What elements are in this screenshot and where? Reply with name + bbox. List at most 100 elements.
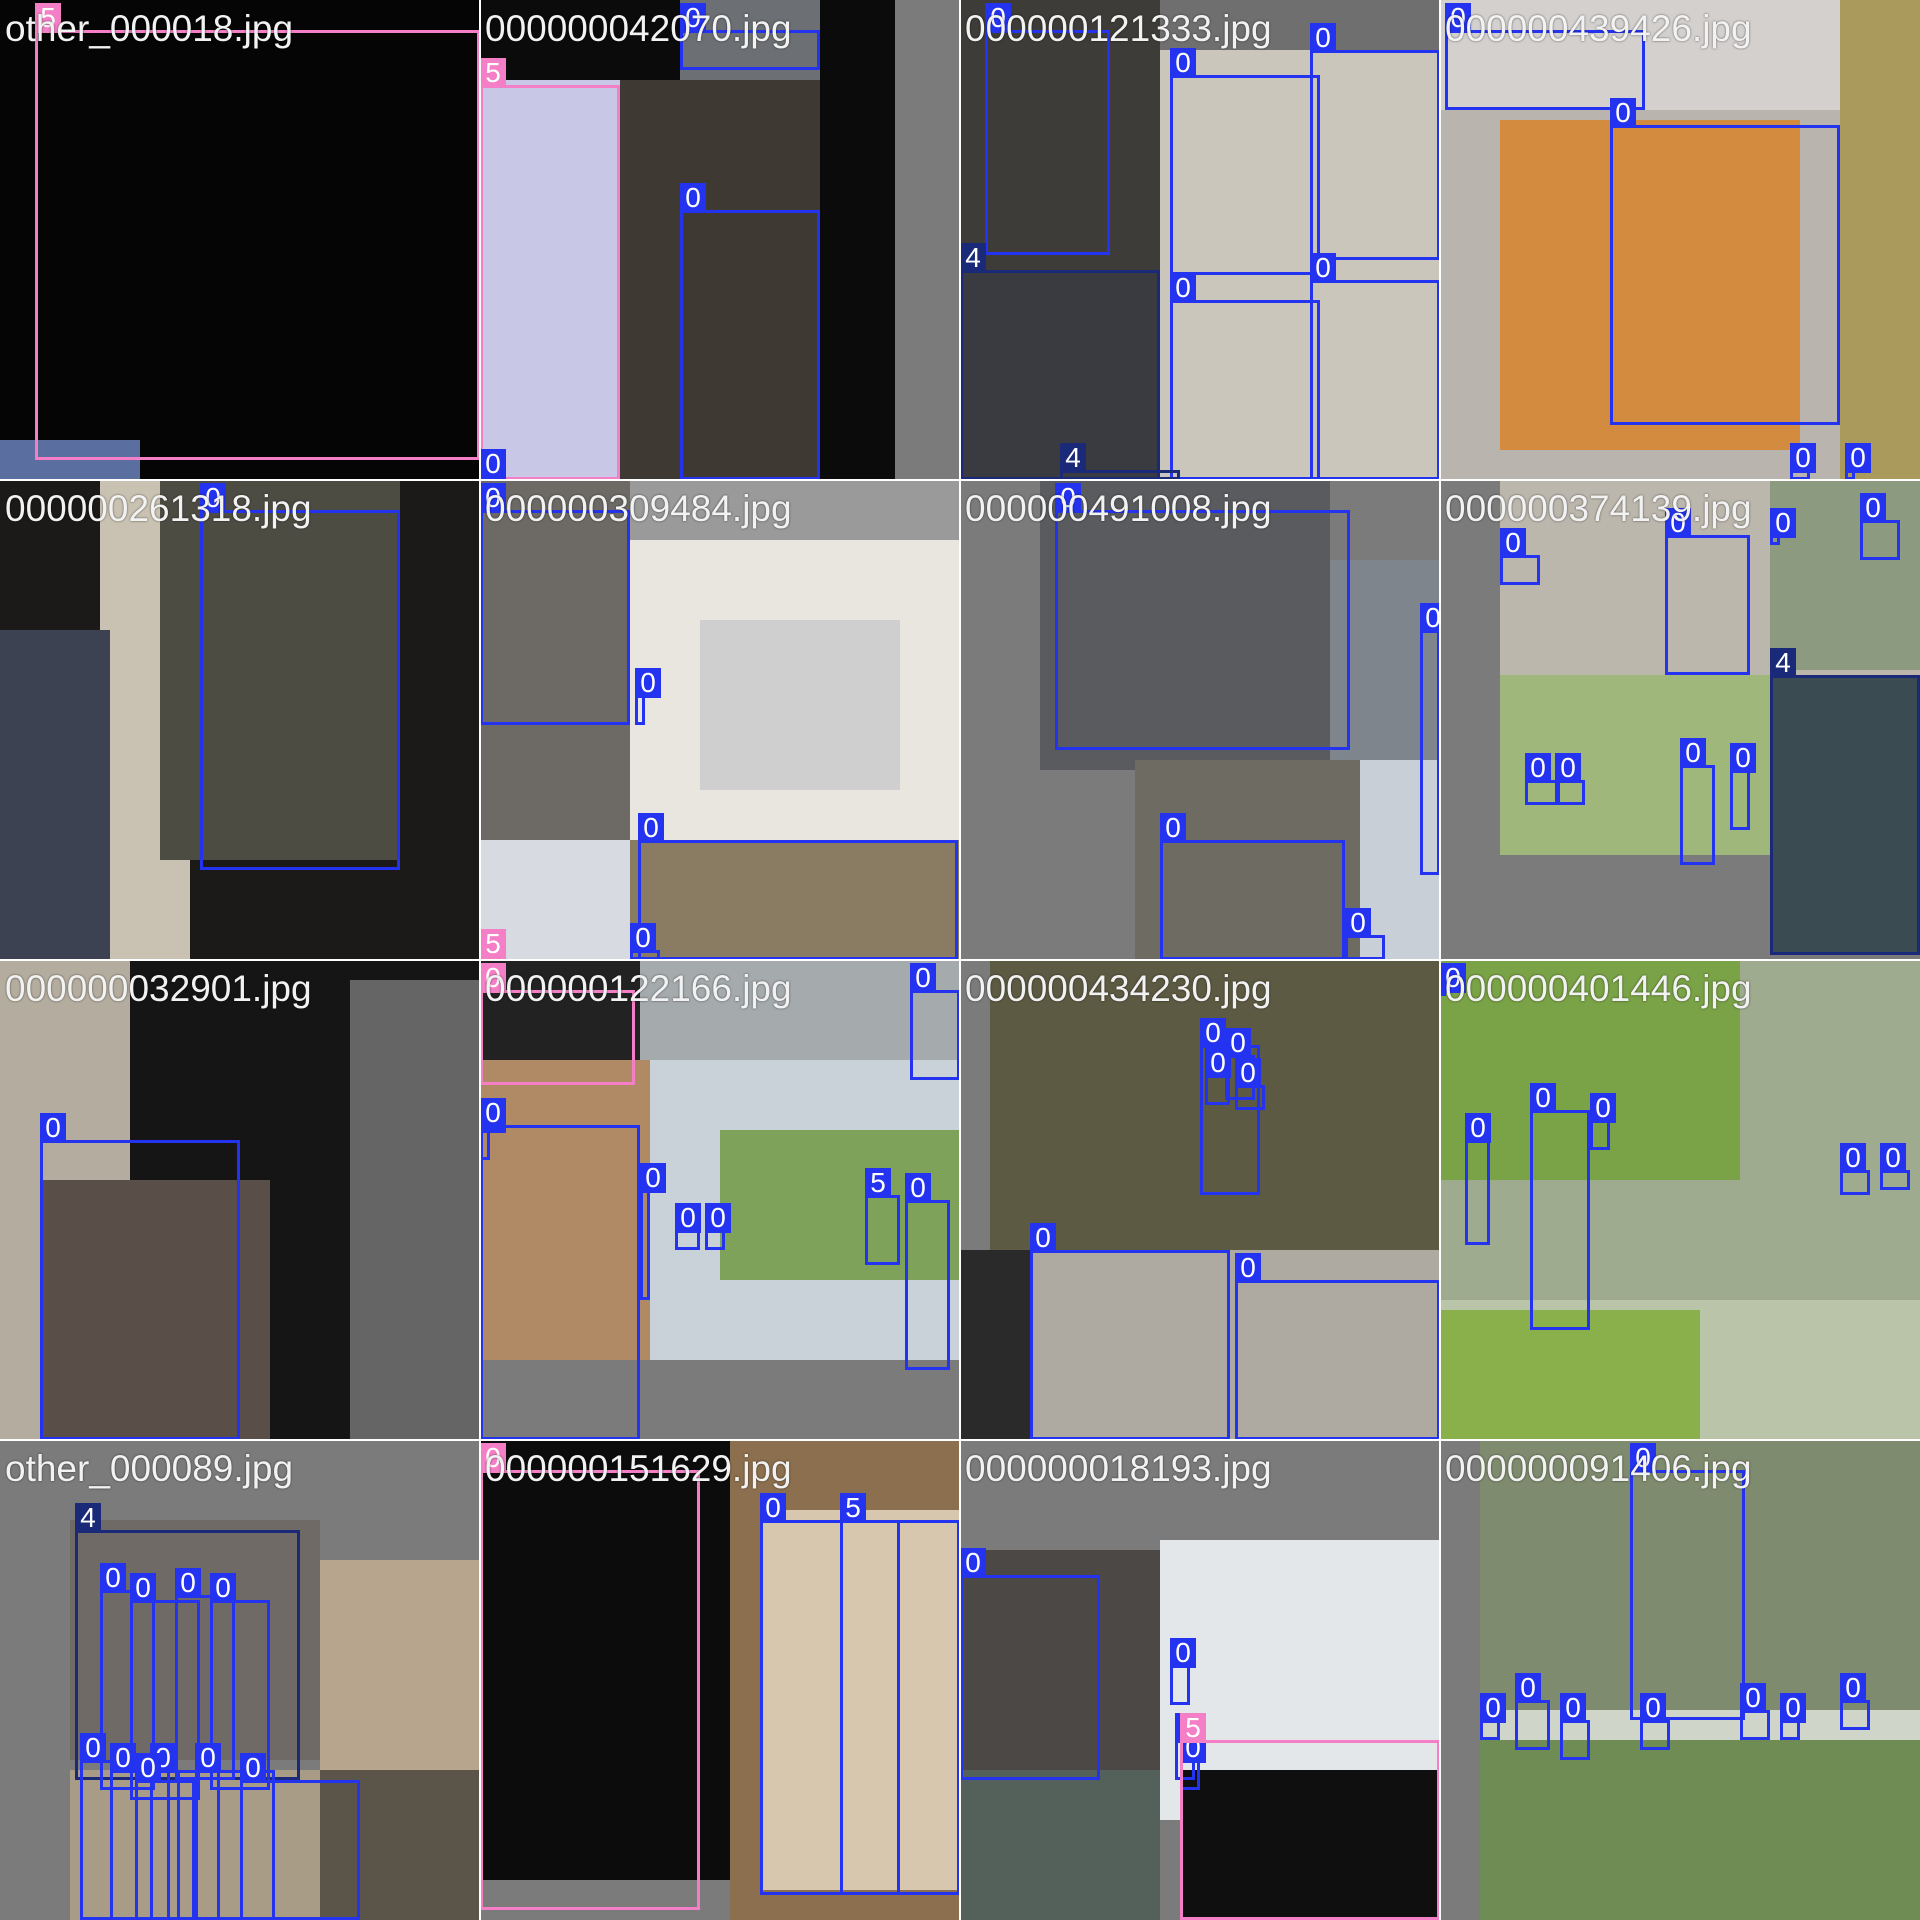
class-label: 0 [1525, 753, 1551, 783]
image-region [990, 960, 1440, 1250]
mosaic-tile: other_000018.jpg 5 [0, 0, 480, 480]
class-label: 0 [760, 1493, 786, 1523]
class-label: 0 [680, 183, 706, 213]
bounding-box: 0 [985, 3, 1110, 255]
class-label: 0 [985, 3, 1011, 33]
class-label: 0 [480, 483, 506, 513]
image-region [480, 80, 620, 480]
class-label: 0 [240, 1753, 266, 1783]
class-label: 0 [1205, 1048, 1231, 1078]
class-label: 0 [630, 923, 656, 953]
image-region [0, 0, 480, 480]
bounding-box: 4 [1770, 648, 1920, 955]
image-region [480, 960, 640, 1060]
bounding-box: 0 [1680, 738, 1715, 865]
class-label: 0 [1055, 483, 1081, 513]
class-label: 0 [675, 1203, 701, 1233]
class-label: 0 [1560, 1693, 1586, 1723]
bounding-box: 0 [1310, 253, 1440, 480]
bounding-box: 0 [1780, 1693, 1806, 1740]
bounding-box: 0 [100, 1563, 155, 1790]
bounding-box: 5 [480, 929, 506, 960]
mosaic-tile: 000000151629.jpg 0 0 5 [480, 1440, 960, 1920]
bounding-box: 0 [1845, 443, 1871, 480]
class-label: 0 [1235, 1058, 1261, 1088]
bounding-box: 5 [1180, 1713, 1440, 1920]
bounding-box: 0 [240, 1753, 360, 1920]
class-label: 0 [480, 449, 506, 479]
class-label: 0 [480, 1098, 506, 1128]
class-label: 0 [638, 813, 664, 843]
bounding-box: 0 [195, 1743, 275, 1920]
class-label: 0 [1880, 1143, 1906, 1173]
bounding-box: 0 [1665, 508, 1750, 675]
class-label: 0 [80, 1733, 106, 1763]
class-label: 0 [910, 963, 936, 993]
bounding-box: 0 [1170, 48, 1320, 275]
class-label: 0 [1590, 1093, 1616, 1123]
class-label: 5 [840, 1493, 866, 1523]
class-label: 0 [210, 1573, 236, 1603]
mosaic-tile: 000000261318.jpg 0 [0, 480, 480, 960]
mosaic-tile: 000000091406.jpg 0 0 0 0 0 0 0 0 [1440, 1440, 1920, 1920]
bounding-box: 0 [1440, 963, 1466, 996]
image-region [620, 80, 820, 480]
bounding-box: 0 [1555, 753, 1585, 805]
tile-filename: 000000491008.jpg [965, 488, 1272, 529]
image-region [320, 1560, 480, 1780]
image-region [960, 1250, 1030, 1440]
image-region [0, 630, 110, 960]
mosaic-tile: 000000121333.jpg 0 0 0 0 0 4 4 [960, 0, 1440, 480]
image-region [700, 620, 900, 790]
class-label: 0 [1440, 963, 1466, 993]
class-label: 0 [1840, 1673, 1866, 1703]
tile-separator [0, 959, 1920, 961]
bounding-box: 0 [130, 1573, 200, 1800]
bounding-box: 5 [480, 58, 620, 480]
bounding-box: 0 [1525, 753, 1560, 805]
image-region [1440, 1310, 1700, 1440]
image-region [1480, 1740, 1920, 1920]
tile-filename: 000000032901.jpg [5, 968, 312, 1009]
bounding-box: 0 [200, 483, 400, 870]
class-label: 0 [1680, 738, 1706, 768]
image-region [640, 960, 960, 1060]
tile-filename: other_000018.jpg [5, 8, 294, 49]
class-label: 0 [1790, 443, 1816, 473]
class-label: 0 [1845, 443, 1871, 473]
class-label: 5 [865, 1168, 891, 1198]
tile-filename: 000000018193.jpg [965, 1448, 1272, 1489]
class-label: 0 [1235, 1253, 1261, 1283]
bounding-box: 5 [840, 1493, 960, 1895]
bounding-box: 0 [1770, 508, 1796, 545]
bounding-box: 5 [865, 1168, 900, 1265]
bounding-box: 4 [1060, 443, 1180, 480]
bounding-box: 0 [1420, 603, 1440, 875]
mosaic-tile: 000000491008.jpg 0 0 0 0 [960, 480, 1440, 960]
class-label: 0 [905, 1173, 931, 1203]
tile-filename: 000000309484.jpg [485, 488, 792, 529]
bounding-box: 0 [1030, 1223, 1230, 1440]
bounding-box: 0 [480, 1098, 640, 1440]
image-region [1480, 1440, 1920, 1710]
mosaic-tile: 000000439426.jpg 0 0 0 0 [1440, 0, 1920, 480]
bounding-box: 0 [1235, 1058, 1265, 1110]
class-label: 0 [1860, 493, 1886, 523]
bounding-box: 0 [1740, 1683, 1770, 1740]
class-label: 0 [1170, 1638, 1196, 1668]
bounding-box: 0 [1310, 23, 1440, 260]
class-label: 0 [1610, 98, 1636, 128]
bounding-box: 0 [480, 1443, 700, 1910]
class-label: 0 [1160, 813, 1186, 843]
bounding-box: 0 [640, 1163, 666, 1300]
image-region [1135, 760, 1360, 960]
class-label: 4 [960, 243, 986, 273]
bounding-box: 0 [1640, 1693, 1670, 1750]
image-region [1160, 50, 1440, 480]
mosaic-tile: 000000309484.jpg 0 0 5 0 0 [480, 480, 960, 960]
class-label: 0 [1840, 1143, 1866, 1173]
image-region [1040, 480, 1330, 770]
bounding-box: 0 [1480, 1693, 1506, 1740]
class-label: 0 [1345, 908, 1371, 938]
image-region [895, 0, 960, 480]
